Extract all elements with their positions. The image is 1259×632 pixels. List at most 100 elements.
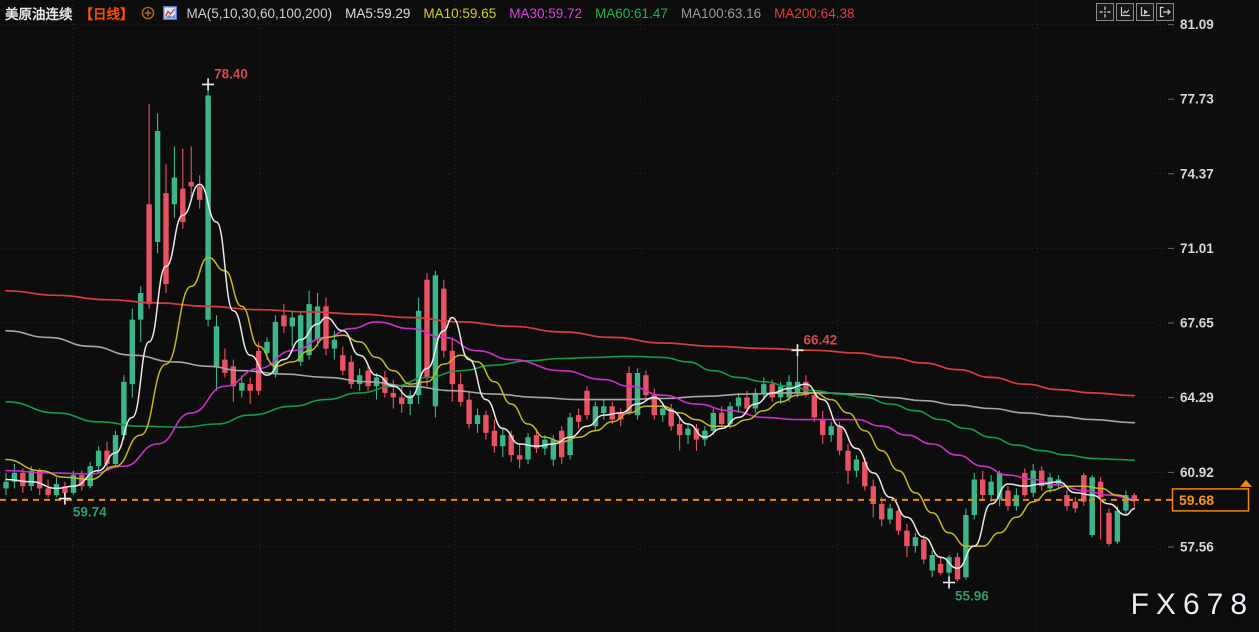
playback-button[interactable] — [1136, 3, 1154, 21]
symbol-name: 美原油连续 — [5, 7, 73, 22]
current-price: 59.68 — [0, 479, 1252, 512]
candle-body — [466, 399, 472, 424]
candle-body — [1081, 475, 1087, 502]
candle-body — [205, 95, 211, 320]
ma30-line — [5, 321, 1136, 500]
candle-body — [870, 486, 876, 504]
candle-body — [62, 486, 68, 493]
candle-body — [584, 390, 590, 416]
ma30-value: MA30:59.72 — [509, 5, 583, 21]
candle-body — [1005, 490, 1011, 507]
candle-body — [104, 450, 110, 464]
candle-body — [887, 508, 893, 520]
candle-body — [146, 204, 152, 305]
candle-body — [980, 479, 986, 495]
candle-body — [575, 415, 582, 422]
candle-body — [601, 406, 607, 413]
candle-body — [1114, 510, 1121, 542]
candle-body — [508, 435, 514, 456]
ma10-value: MA10:59.65 — [423, 5, 497, 21]
candle-body — [112, 435, 119, 464]
candle-body — [618, 412, 624, 420]
candle-body — [660, 408, 666, 416]
candle-body — [1106, 512, 1112, 544]
candle-body — [331, 339, 338, 349]
candle-body — [904, 530, 910, 547]
annotations: 78.40 66.42 59.74 55.96 — [58, 66, 989, 604]
candle-body — [1039, 470, 1045, 487]
axis-scale-button[interactable] — [1116, 3, 1134, 21]
candle-body — [3, 481, 9, 489]
cross-marker — [943, 576, 956, 589]
price-axis: 81.09 77.73 74.37 71.01 67.65 64.29 60.92 57.56 — [1168, 17, 1214, 555]
chart-toolbar — [1096, 3, 1174, 21]
candle-body — [348, 361, 354, 385]
expand-right-button[interactable] — [1156, 3, 1174, 21]
candle-body — [129, 319, 135, 385]
candle-body — [921, 539, 927, 560]
candle-body — [11, 472, 18, 482]
cross-marker — [202, 78, 215, 91]
candle-body — [710, 412, 716, 431]
candle-body — [845, 450, 851, 471]
candle-body — [188, 182, 194, 187]
axis-label: 77.73 — [1180, 92, 1214, 107]
candle-body — [356, 375, 363, 385]
candle-body — [1022, 472, 1028, 496]
candle-body — [996, 472, 1003, 500]
crosshair-button[interactable] — [1096, 3, 1114, 21]
candle-body — [121, 381, 127, 436]
candle-body — [634, 373, 641, 416]
ma200-value: MA200:64.38 — [774, 5, 855, 21]
candle-body — [685, 428, 691, 436]
candle-body — [70, 475, 77, 493]
candle-body — [525, 437, 531, 460]
axis-label: 67.65 — [1180, 316, 1214, 331]
candle-body — [895, 510, 902, 531]
candle-body — [298, 315, 304, 362]
candle-body — [862, 461, 868, 487]
candle-body — [811, 395, 817, 418]
price-tag-box — [1171, 488, 1250, 512]
candle-body — [441, 288, 447, 351]
candle-body — [1030, 470, 1036, 493]
candle-body — [415, 310, 422, 396]
candle-body — [79, 475, 85, 487]
candle-body — [1072, 501, 1078, 509]
candle-body — [702, 430, 708, 440]
indicator-chart-icon[interactable] — [163, 6, 178, 21]
candle-body — [693, 428, 700, 440]
candle-body — [171, 177, 178, 205]
period-selector[interactable]: 【日线】 — [79, 7, 134, 22]
candle-body — [323, 306, 329, 349]
candle-body — [154, 131, 161, 242]
candle-body — [592, 406, 599, 427]
candle-body — [626, 373, 632, 413]
price-annotation: 66.42 — [804, 332, 838, 347]
candle-body — [95, 450, 102, 467]
ma10-line — [5, 256, 1136, 547]
candle-body — [365, 370, 371, 387]
chart-header: 美原油连续 【日线】 MA(5,10,30,60,100,200) MA5:59… — [5, 3, 854, 23]
add-indicator-icon[interactable] — [141, 6, 156, 21]
ma60-value: MA60:61.47 — [595, 5, 668, 21]
candle-body — [163, 193, 169, 285]
candles — [3, 84, 1137, 583]
candle-body — [828, 426, 834, 436]
candle-body — [432, 275, 439, 407]
candle-body — [929, 555, 935, 571]
candle-body — [340, 355, 346, 371]
axis-chart-icon — [1119, 6, 1131, 18]
candle-body — [1064, 495, 1070, 507]
price-tag-value: 59.68 — [1179, 492, 1214, 508]
candle-body — [483, 415, 489, 433]
axis-label: 60.92 — [1180, 465, 1214, 480]
candle-body — [744, 397, 750, 409]
candle-body — [609, 406, 615, 420]
candle-body — [197, 186, 203, 200]
axis-label: 71.01 — [1180, 241, 1214, 256]
candle-body — [1089, 477, 1095, 535]
ma60-line — [5, 355, 1136, 461]
candle-body — [281, 315, 287, 327]
